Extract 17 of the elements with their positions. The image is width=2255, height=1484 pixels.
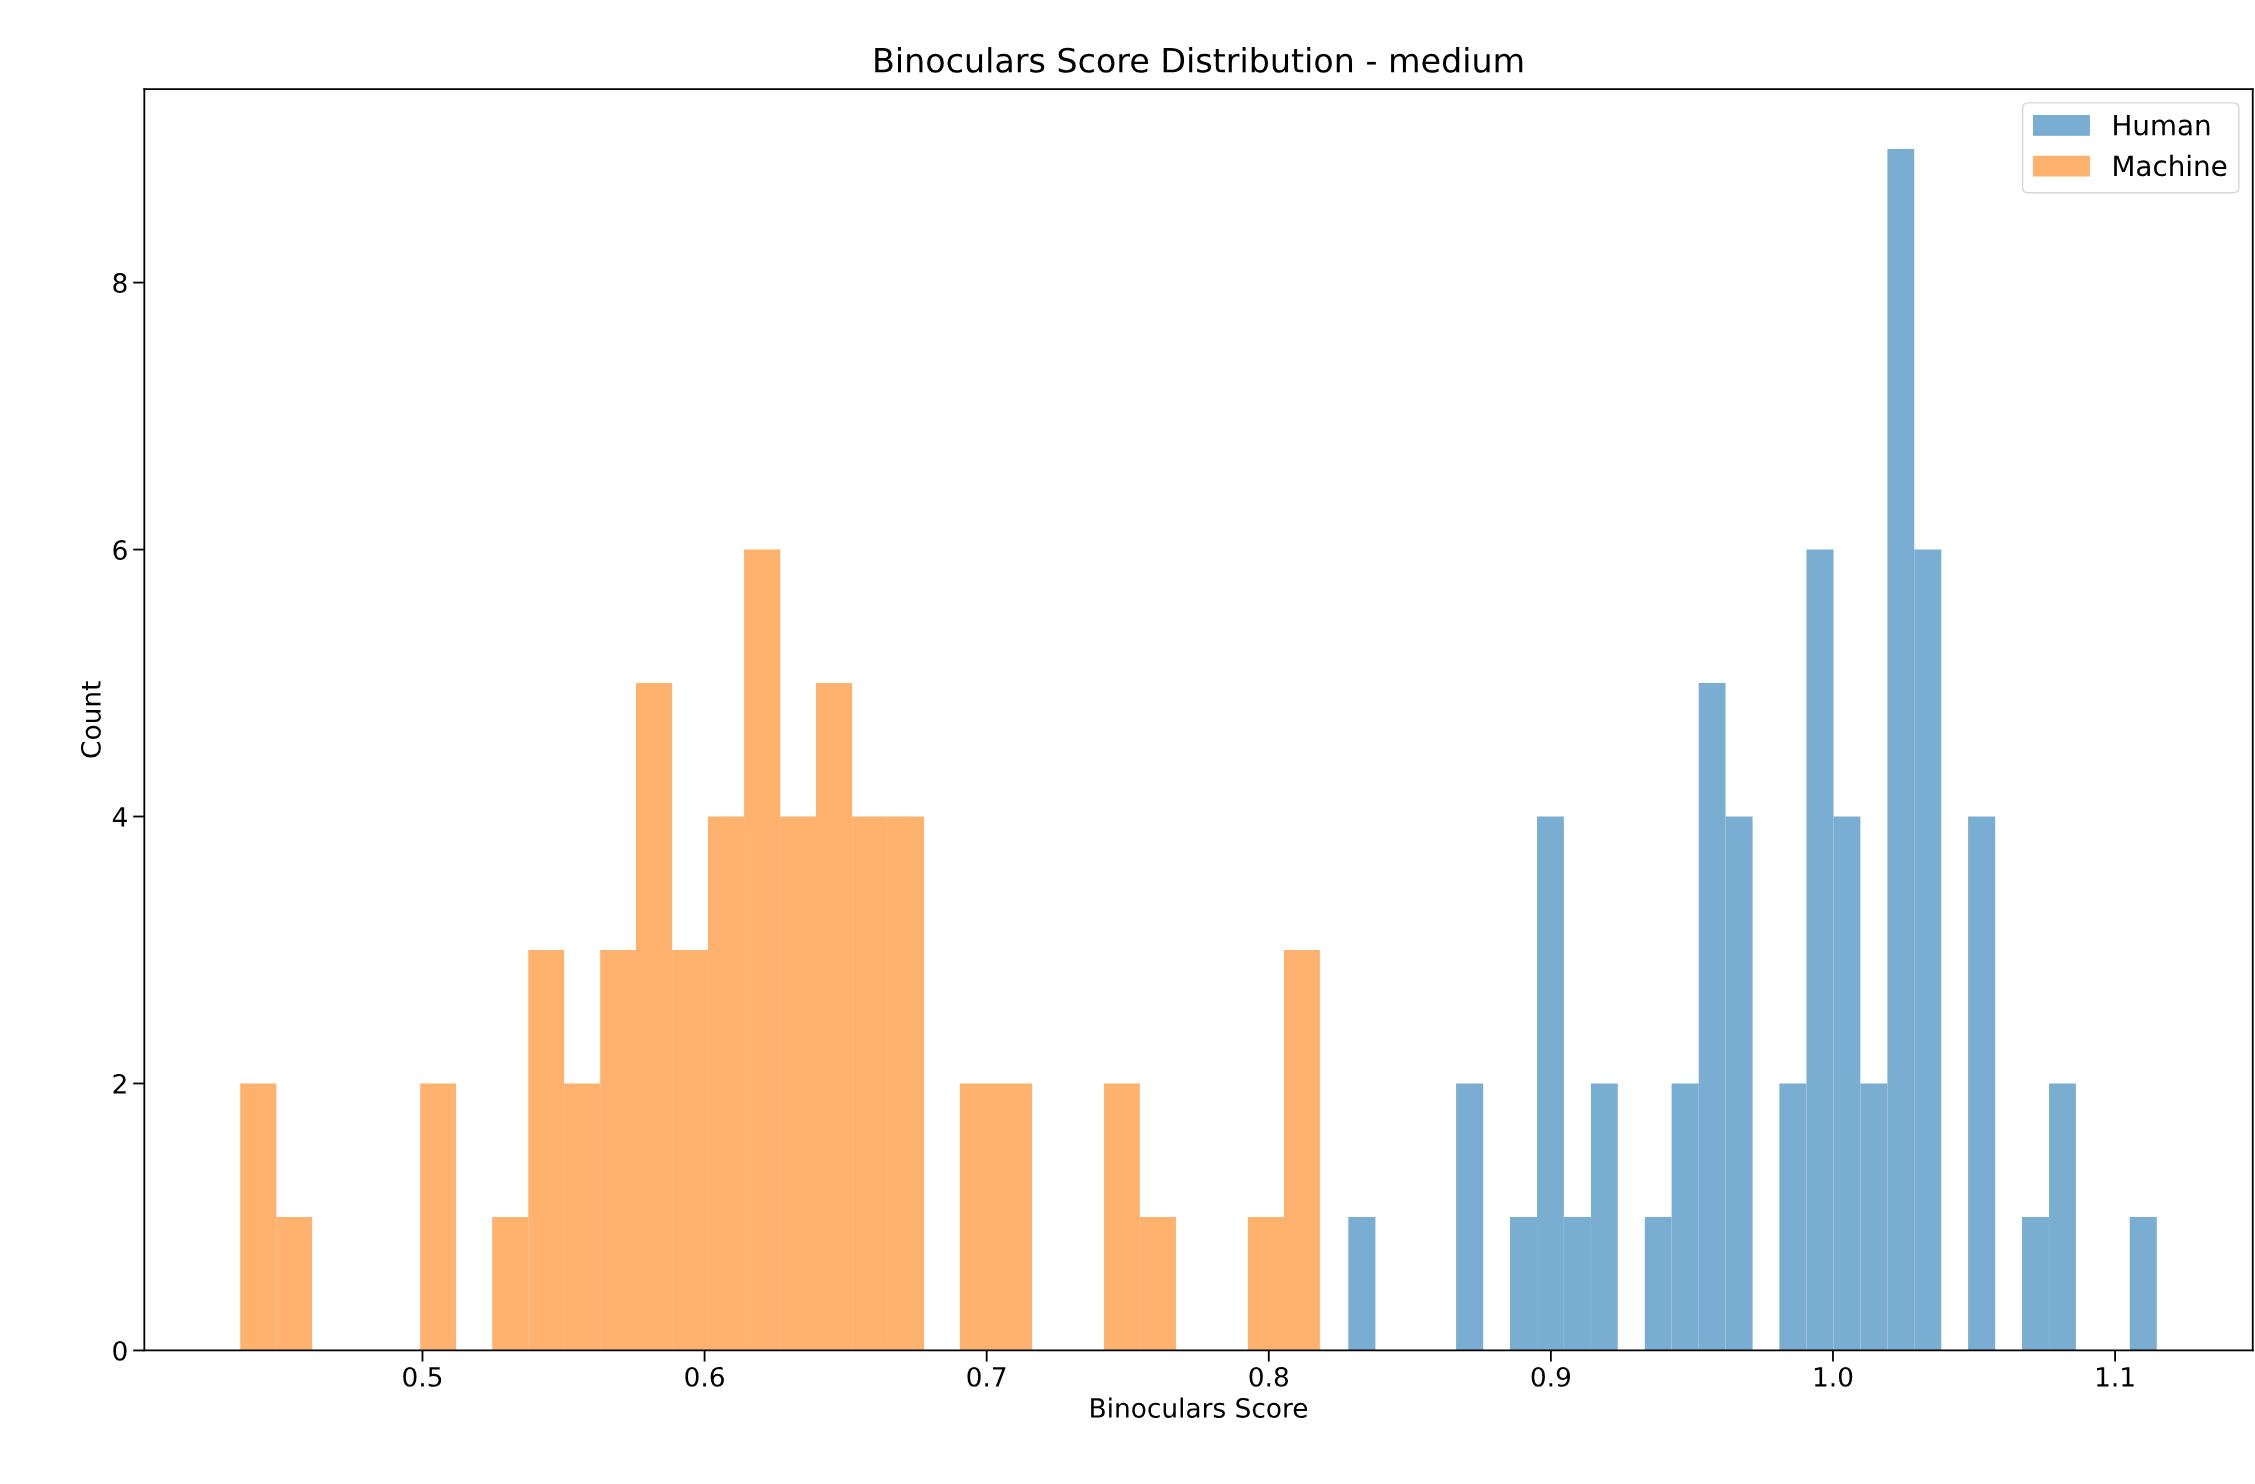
x-axis-title: Binoculars Score [1091, 1397, 1308, 1418]
x-tick-label: 0.6 [685, 1366, 724, 1387]
legend-label: Human [2114, 114, 2210, 136]
x-tick-label: 1.0 [1814, 1366, 1853, 1387]
chart-title: Binoculars Score Distribution - medium [875, 47, 1523, 73]
y-tick-label: 8 [113, 273, 127, 293]
y-axis-title: Count [80, 681, 101, 758]
x-tick-label: 1.1 [2096, 1367, 2134, 1387]
legend-label: Machine [2114, 154, 2227, 177]
y-tick-label: 4 [112, 807, 127, 827]
y-tick-label: 2 [113, 1073, 126, 1094]
y-tick-label: 0 [113, 1340, 127, 1361]
x-tick-label: 0.9 [1531, 1366, 1571, 1387]
x-tick-label: 0.5 [403, 1366, 442, 1387]
x-tick-label: 0.8 [1249, 1366, 1288, 1387]
x-tick-label: 0.7 [967, 1366, 1006, 1387]
y-tick-label: 6 [113, 539, 127, 560]
